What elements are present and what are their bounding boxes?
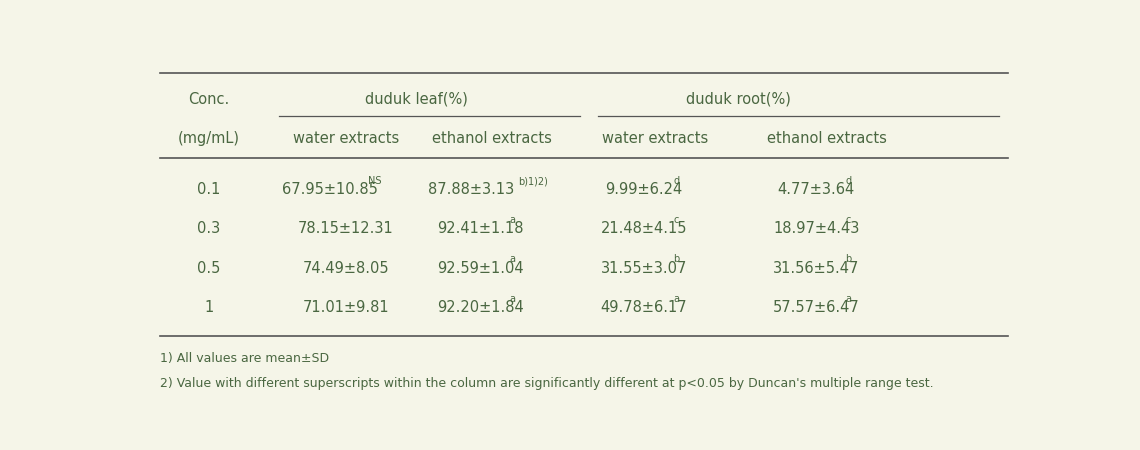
Text: 18.97±4.43: 18.97±4.43 xyxy=(773,221,860,237)
Text: ethanol extracts: ethanol extracts xyxy=(767,131,887,146)
Text: 1: 1 xyxy=(204,300,213,315)
Text: b)1)2): b)1)2) xyxy=(519,176,548,186)
Text: (mg/mL): (mg/mL) xyxy=(178,131,239,146)
Text: b: b xyxy=(673,254,679,265)
Text: a: a xyxy=(510,254,515,265)
Text: c: c xyxy=(673,215,678,225)
Text: 57.57±6.47: 57.57±6.47 xyxy=(773,300,860,315)
Text: water extracts: water extracts xyxy=(602,131,708,146)
Text: 21.48±4.15: 21.48±4.15 xyxy=(601,221,687,237)
Text: b: b xyxy=(846,254,852,265)
Text: 31.55±3.07: 31.55±3.07 xyxy=(601,261,687,276)
Text: 92.20±1.84: 92.20±1.84 xyxy=(437,300,523,315)
Text: 87.88±3.13: 87.88±3.13 xyxy=(429,182,515,198)
Text: ethanol extracts: ethanol extracts xyxy=(432,131,552,146)
Text: 92.59±1.04: 92.59±1.04 xyxy=(437,261,523,276)
Text: 71.01±9.81: 71.01±9.81 xyxy=(302,300,389,315)
Text: a: a xyxy=(846,294,852,304)
Text: 0.3: 0.3 xyxy=(197,221,220,237)
Text: 49.78±6.17: 49.78±6.17 xyxy=(601,300,687,315)
Text: 92.41±1.18: 92.41±1.18 xyxy=(437,221,523,237)
Text: c: c xyxy=(846,215,850,225)
Text: duduk leaf(%): duduk leaf(%) xyxy=(365,91,467,107)
Text: Conc.: Conc. xyxy=(188,91,229,107)
Text: 0.1: 0.1 xyxy=(197,182,220,198)
Text: 31.56±5.47: 31.56±5.47 xyxy=(773,261,860,276)
Text: 74.49±8.05: 74.49±8.05 xyxy=(302,261,389,276)
Text: 67.95±10.85: 67.95±10.85 xyxy=(283,182,378,198)
Text: 2) Value with different superscripts within the column are significantly differe: 2) Value with different superscripts wit… xyxy=(160,378,934,390)
Text: 4.77±3.64: 4.77±3.64 xyxy=(777,182,855,198)
Text: a: a xyxy=(510,294,515,304)
Text: duduk root(%): duduk root(%) xyxy=(686,91,791,107)
Text: 9.99±6.24: 9.99±6.24 xyxy=(605,182,683,198)
Text: 0.5: 0.5 xyxy=(197,261,220,276)
Text: 1) All values are mean±SD: 1) All values are mean±SD xyxy=(160,352,329,365)
Text: NS: NS xyxy=(368,176,382,186)
Text: a: a xyxy=(673,294,679,304)
Text: a: a xyxy=(510,215,515,225)
Text: water extracts: water extracts xyxy=(293,131,399,146)
Text: d: d xyxy=(846,176,852,186)
Text: d: d xyxy=(673,176,679,186)
Text: 78.15±12.31: 78.15±12.31 xyxy=(298,221,393,237)
